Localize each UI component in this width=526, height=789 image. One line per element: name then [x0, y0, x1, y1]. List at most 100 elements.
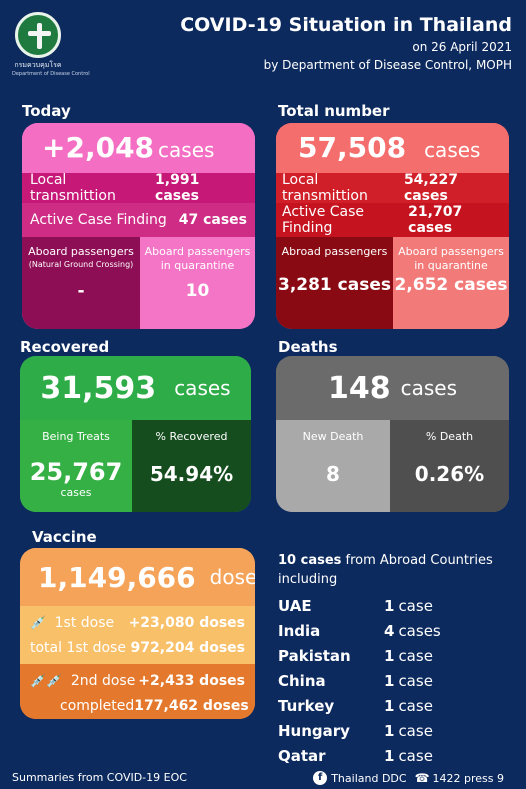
- total-acf-row: Active Case Finding 21,707 cases: [276, 203, 509, 237]
- vaccine-dose2-block: 💉💉 2nd dose +2,433 doses completed 177,4…: [20, 664, 255, 719]
- vaccine-dose2-total-label: completed: [60, 697, 135, 714]
- country-row: China 1 case: [278, 668, 518, 693]
- country-unit: case: [398, 596, 433, 615]
- today-total-value: +2,048: [42, 131, 155, 164]
- country-unit: case: [398, 721, 433, 740]
- recovered-pct-cell: % Recovered 54.94%: [132, 420, 251, 512]
- deaths-new-value: 8: [326, 462, 340, 486]
- total-abroad-cell: Abroad passengers 3,281 cases: [276, 237, 393, 329]
- vaccine-dose1-total-value: 972,204 doses: [130, 639, 245, 656]
- country-unit: case: [398, 696, 433, 715]
- phone-icon: ☎: [414, 771, 430, 785]
- facebook-page[interactable]: Thailand DDC: [331, 771, 407, 785]
- logo-subtext: Department of Disease Control: [12, 71, 90, 77]
- today-abroad-sub: (Natural Ground Crossing): [28, 260, 134, 269]
- deaths-card: 148 cases New Death 8 % Death 0.26%: [276, 356, 509, 512]
- deaths-pct-cell: % Death 0.26%: [390, 420, 509, 512]
- report-source: by Department of Disease Control, MOPH: [263, 58, 512, 72]
- country-count: 1: [384, 596, 395, 615]
- total-total-value: 57,508: [298, 131, 407, 164]
- recovered-total-value: 31,593: [40, 370, 157, 406]
- deaths-pct-value: 0.26%: [414, 462, 485, 486]
- deaths-total-unit: cases: [400, 376, 458, 400]
- deaths-new-cell: New Death 8: [276, 420, 390, 512]
- country-count: 1: [384, 746, 395, 765]
- facebook-icon: f: [313, 771, 328, 785]
- country-row: UAE 1 case: [278, 593, 518, 618]
- total-local-row: Local transmittion 54,227 cases: [276, 172, 509, 204]
- total-quarantine-label-2: in quarantine: [414, 259, 488, 272]
- country-name: Pakistan: [278, 646, 351, 665]
- recovered-total-unit: cases: [174, 376, 231, 400]
- deaths-total: 148 cases: [276, 356, 509, 420]
- total-quarantine-cell: Aboard passengers in quarantine 2,652 ca…: [393, 237, 509, 329]
- vaccine-dose2-label: 2nd dose: [70, 672, 136, 689]
- total-total-unit: cases: [424, 138, 481, 162]
- today-card: +2,048 cases Local transmittion 1,991 ca…: [22, 123, 255, 329]
- total-abroad-label: Abroad passengers: [281, 245, 388, 258]
- logo-text: กรมควบคุมโรค: [14, 61, 62, 69]
- today-acf-label: Active Case Finding: [30, 212, 167, 228]
- country-name: India: [278, 621, 321, 640]
- deaths-pct-label: % Death: [425, 430, 474, 443]
- abroad-countries: 10 cases from Abroad Countries including…: [278, 551, 518, 768]
- recovered-treats-label: Being Treats: [42, 430, 110, 443]
- country-name: Turkey: [278, 696, 335, 715]
- vaccine-dose1-row: 💉 1st dose +23,080 doses: [30, 610, 245, 635]
- country-unit: cases: [398, 621, 441, 640]
- recovered-label: Recovered: [20, 338, 110, 356]
- total-local-value: 54,227 cases: [403, 172, 458, 204]
- country-name: UAE: [278, 596, 312, 615]
- abroad-intro: 10 cases from Abroad Countries: [278, 551, 518, 570]
- total-label: Total number: [278, 102, 390, 120]
- double-syringe-icon: 💉💉: [30, 673, 63, 689]
- country-count: 1: [384, 646, 395, 665]
- recovered-total: 31,593 cases: [20, 356, 251, 420]
- page-title: COVID-19 Situation in Thailand: [180, 14, 512, 36]
- country-row: Turkey 1 case: [278, 693, 518, 718]
- ddc-logo: กรมควบคุมโรค Department of Disease Contr…: [12, 12, 90, 77]
- vaccine-dose2-total-row: completed 177,462 doses: [30, 693, 249, 718]
- abroad-intro-text: from Abroad Countries: [341, 553, 493, 568]
- recovered-card: 31,593 cases Being Treats 25,767 cases %…: [20, 356, 251, 512]
- vaccine-dose1-total-row: total 1st dose 972,204 doses: [30, 635, 245, 660]
- country-unit: case: [398, 671, 433, 690]
- today-abroad-cell: Aboard passengers (Natural Ground Crossi…: [22, 237, 140, 329]
- vaccine-dose2-total-value: 177,462 doses: [134, 697, 249, 714]
- today-quarantine-label-2: in quarantine: [160, 259, 235, 272]
- country-name: China: [278, 671, 326, 690]
- total-quarantine-value: 2,652 cases: [394, 275, 508, 295]
- vaccine-dose1-block: 💉 1st dose +23,080 doses total 1st dose …: [20, 606, 255, 664]
- hotline-number[interactable]: 1422 press 9: [432, 771, 504, 785]
- recovered-pct-label: % Recovered: [155, 430, 228, 443]
- country-count: 1: [384, 696, 395, 715]
- vaccine-label: Vaccine: [32, 528, 97, 546]
- total-quarantine-label-1: Aboard passengers: [398, 245, 504, 258]
- today-label: Today: [22, 102, 71, 120]
- country-count: 1: [384, 721, 395, 740]
- deaths-label: Deaths: [278, 338, 338, 356]
- today-quarantine-cell: Aboard passengers in quarantine 10: [140, 237, 255, 329]
- today-acf-row: Active Case Finding 47 cases: [22, 203, 255, 237]
- country-row: Qatar 1 case: [278, 743, 518, 768]
- total-acf-label: Active Case Finding: [282, 204, 365, 236]
- vaccine-total-value: 1,149,666: [38, 560, 196, 594]
- today-quarantine-value: 10: [185, 281, 210, 301]
- vaccine-total-unit: doses: [209, 565, 255, 589]
- country-name: Hungary: [278, 721, 350, 740]
- today-abroad-label: Aboard passengers: [28, 245, 134, 258]
- total-acf-value: 21,707 cases: [408, 204, 463, 236]
- recovered-pct-value: 54.94%: [149, 462, 234, 486]
- today-total-unit: cases: [158, 138, 215, 162]
- total-local-label: Local transmittion: [282, 172, 368, 204]
- total-total: 57,508 cases: [276, 123, 509, 173]
- vaccine-dose2-row: 💉💉 2nd dose +2,433 doses: [30, 668, 245, 693]
- total-abroad-value: 3,281 cases: [277, 275, 391, 295]
- country-name: Qatar: [278, 746, 326, 765]
- country-row: India 4 cases: [278, 618, 518, 643]
- today-local-label: Local transmittion: [30, 172, 116, 204]
- country-unit: case: [398, 746, 433, 765]
- vaccine-dose1-total-label: total 1st dose: [30, 639, 126, 656]
- country-row: Hungary 1 case: [278, 718, 518, 743]
- today-local-value: 1,991 cases: [155, 172, 200, 204]
